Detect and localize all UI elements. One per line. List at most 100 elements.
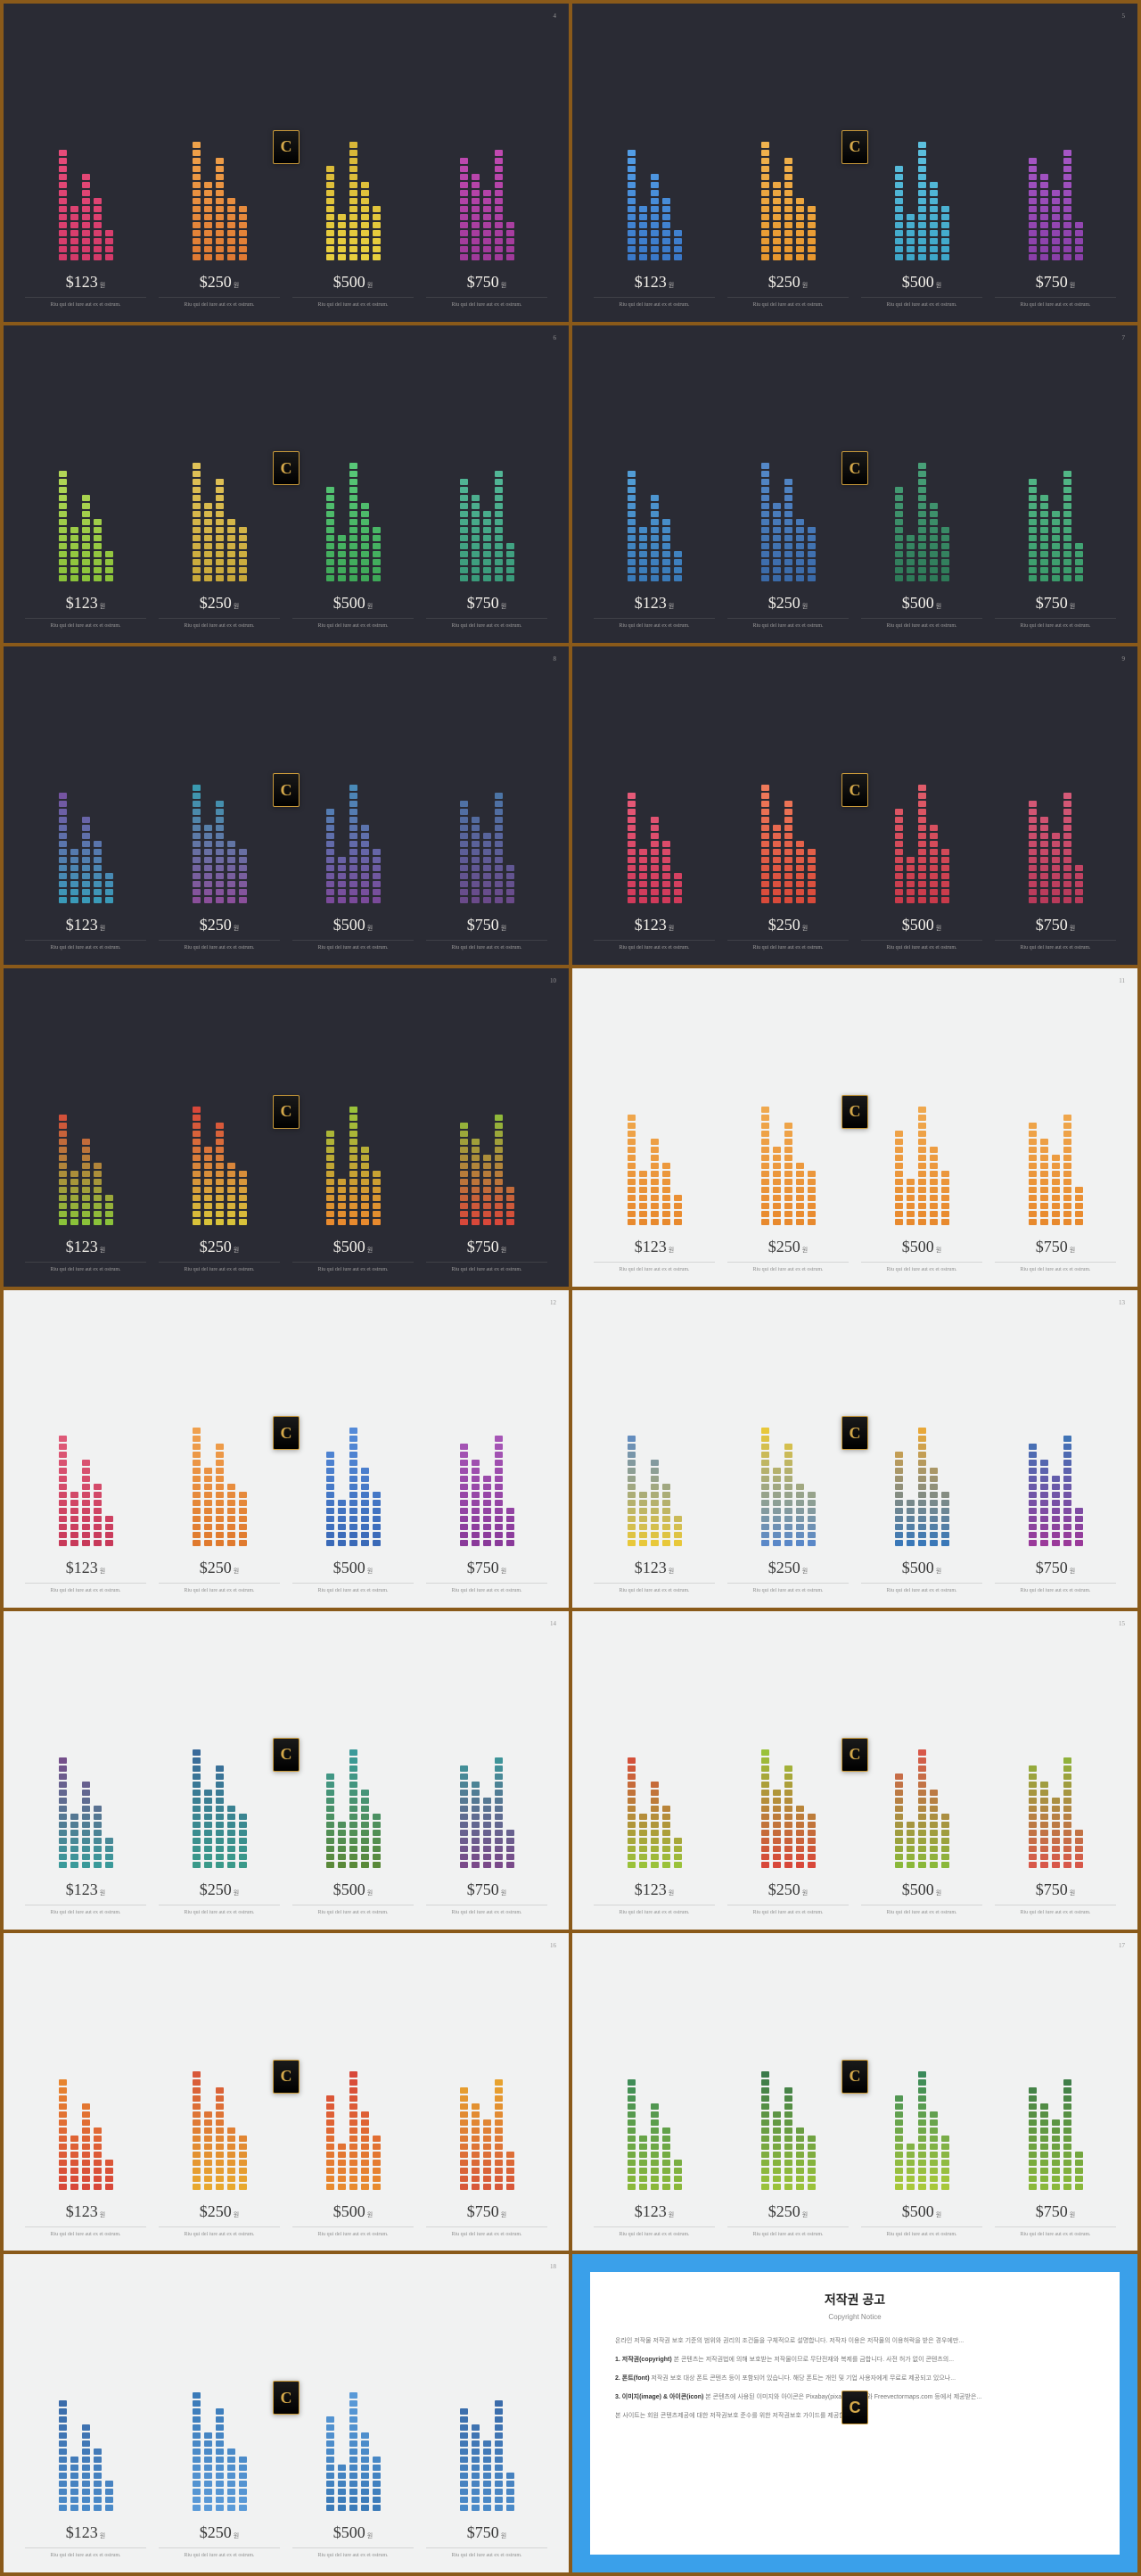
- chart-caption: Riu qui del iure aut ex et ostrum.: [185, 1267, 255, 1274]
- bar: [506, 543, 514, 581]
- price-label: $123원: [66, 2523, 105, 2542]
- price-label: $123원: [635, 1559, 674, 1577]
- price-label: $250원: [200, 1559, 239, 1577]
- bar: [326, 1774, 334, 1868]
- bar: [639, 849, 647, 903]
- bar-cluster: [59, 118, 113, 260]
- bar-cluster: [193, 761, 247, 903]
- price-label: $123원: [635, 1238, 674, 1256]
- bar: [930, 2111, 938, 2190]
- bar: [70, 527, 78, 581]
- bar: [1075, 1830, 1083, 1868]
- bar: [796, 1484, 804, 1546]
- bar: [628, 1757, 636, 1868]
- chart-group: $750원Riu qui del iure aut ex et ostrum.: [426, 2047, 547, 2239]
- bar: [94, 1484, 102, 1546]
- chart-group: $750원Riu qui del iure aut ex et ostrum.: [995, 118, 1116, 309]
- bar: [483, 511, 491, 581]
- price-label: $500원: [902, 594, 941, 613]
- bar-cluster: [1029, 761, 1083, 903]
- chart-group: $500원Riu qui del iure aut ex et ostrum.: [861, 2047, 982, 2239]
- bar: [773, 182, 781, 260]
- bar: [662, 841, 670, 903]
- bar: [349, 142, 357, 260]
- page-number: 12: [550, 1299, 556, 1306]
- price-label: $500원: [333, 1881, 373, 1899]
- bar: [895, 1452, 903, 1546]
- chart-group: $250원Riu qui del iure aut ex et ostrum.: [159, 2047, 280, 2239]
- bar: [761, 785, 769, 903]
- bar: [349, 785, 357, 903]
- bar: [349, 1107, 357, 1225]
- bar: [361, 2432, 369, 2511]
- bar: [506, 1508, 514, 1546]
- bar: [216, 1444, 224, 1546]
- bar: [460, 2408, 468, 2511]
- bar: [472, 174, 480, 260]
- chart-group: $123원Riu qui del iure aut ex et ostrum.: [594, 118, 715, 309]
- chart-group: $750원Riu qui del iure aut ex et ostrum.: [426, 1082, 547, 1274]
- price-label: $500원: [333, 1238, 373, 1256]
- bar: [662, 1806, 670, 1868]
- chart-group: $500원Riu qui del iure aut ex et ostrum.: [861, 439, 982, 630]
- bar: [361, 2111, 369, 2190]
- bar: [59, 471, 67, 581]
- chart-caption: Riu qui del iure aut ex et ostrum.: [51, 1267, 121, 1274]
- page-number: 14: [550, 1620, 556, 1627]
- bar: [895, 166, 903, 260]
- bar: [639, 206, 647, 260]
- price-label: $123원: [635, 1881, 674, 1899]
- bar: [483, 1798, 491, 1868]
- bar-cluster: [628, 1403, 682, 1546]
- chart-group: $123원Riu qui del iure aut ex et ostrum.: [594, 1403, 715, 1595]
- price-label: $500원: [902, 1559, 941, 1577]
- chart-group: $250원Riu qui del iure aut ex et ostrum.: [727, 761, 849, 952]
- bar: [1040, 174, 1048, 260]
- chart-caption: Riu qui del iure aut ex et ostrum.: [1021, 302, 1091, 309]
- bar: [94, 841, 102, 903]
- bar: [907, 1179, 915, 1225]
- bar: [784, 801, 792, 903]
- bar-cluster: [326, 118, 381, 260]
- bar: [495, 1757, 503, 1868]
- chart-group: $250원Riu qui del iure aut ex et ostrum.: [727, 1082, 849, 1274]
- charts-row: $123원Riu qui del iure aut ex et ostrum.$…: [25, 1627, 547, 1917]
- chart-caption: Riu qui del iure aut ex et ostrum.: [51, 945, 121, 952]
- bar: [361, 825, 369, 903]
- chart-slide: 18$123원Riu qui del iure aut ex et ostrum…: [4, 2254, 569, 2572]
- chart-caption: Riu qui del iure aut ex et ostrum.: [1021, 2232, 1091, 2239]
- price-label: $750원: [1036, 1881, 1075, 1899]
- chart-slide: 9$123원Riu qui del iure aut ex et ostrum.…: [572, 646, 1137, 965]
- price-label: $750원: [467, 2523, 506, 2542]
- bar: [338, 857, 346, 903]
- bar: [373, 527, 381, 581]
- bar: [930, 503, 938, 581]
- bar-cluster: [1029, 1725, 1083, 1868]
- bar-cluster: [59, 761, 113, 903]
- bar: [193, 1749, 201, 1868]
- bar-cluster: [628, 1725, 682, 1868]
- watermark-badge: C: [273, 1738, 300, 1772]
- bar: [674, 2160, 682, 2190]
- slide-grid: 4$123원Riu qui del iure aut ex et ostrum.…: [0, 0, 1141, 2576]
- bar: [651, 817, 659, 903]
- bar: [1040, 1139, 1048, 1225]
- bar: [70, 1492, 78, 1546]
- bar: [1040, 1782, 1048, 1868]
- bar: [472, 1782, 480, 1868]
- chart-slide: 10$123원Riu qui del iure aut ex et ostrum…: [4, 968, 569, 1287]
- bar: [674, 551, 682, 581]
- bar: [907, 2144, 915, 2190]
- price-label: $250원: [768, 2202, 808, 2221]
- bar: [472, 1460, 480, 1546]
- bar-cluster: [460, 1725, 514, 1868]
- bar: [808, 1814, 816, 1868]
- price-label: $250원: [200, 273, 239, 292]
- bar: [662, 198, 670, 260]
- price-label: $500원: [333, 594, 373, 613]
- bar-cluster: [895, 1082, 949, 1225]
- page-number: 4: [554, 12, 557, 20]
- bar: [59, 150, 67, 260]
- chart-caption: Riu qui del iure aut ex et ostrum.: [452, 302, 522, 309]
- bar: [808, 849, 816, 903]
